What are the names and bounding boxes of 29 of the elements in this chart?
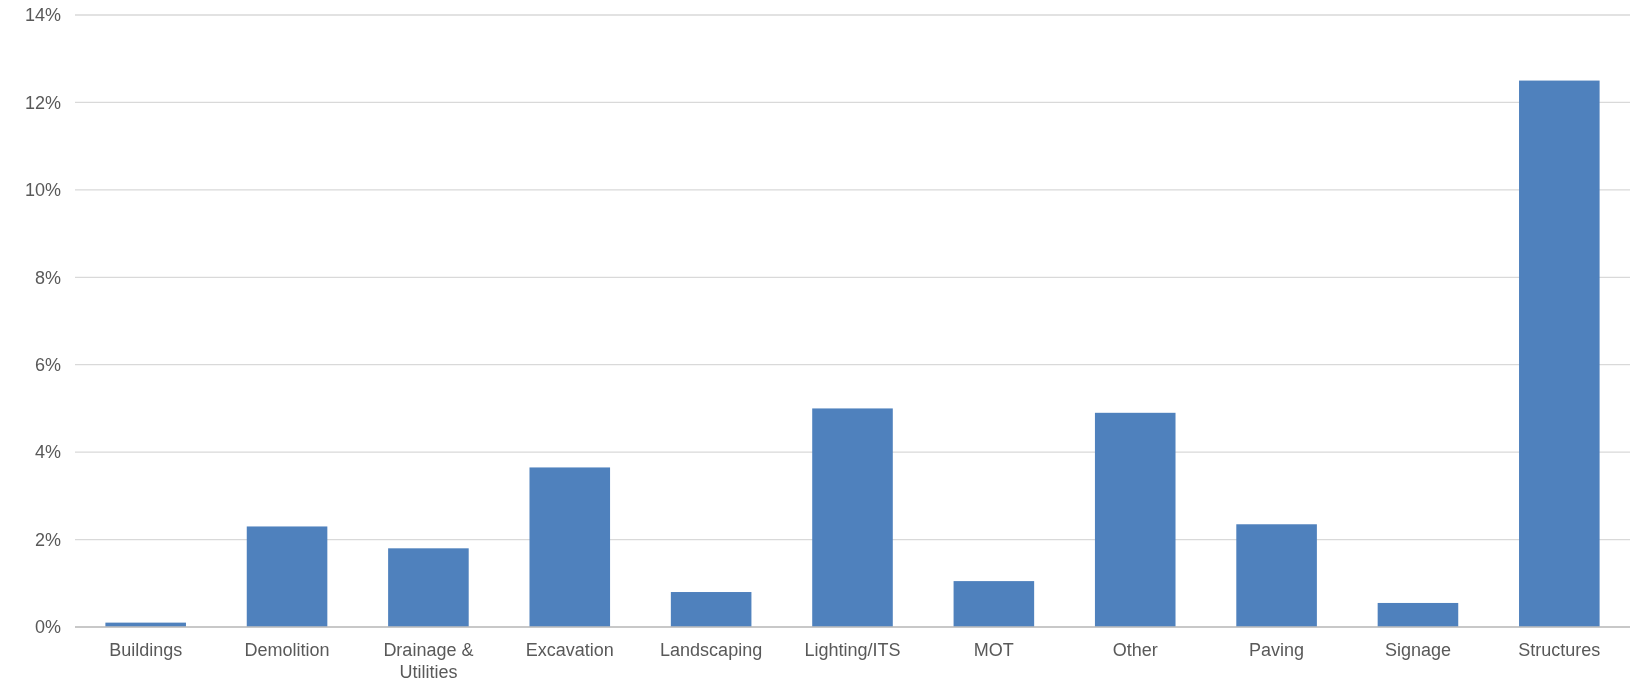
bar [1094, 412, 1176, 627]
y-tick-label: 10% [24, 180, 61, 201]
y-tick-label: 4% [34, 442, 61, 463]
y-tick-label: 12% [24, 92, 61, 113]
bar [1377, 602, 1459, 627]
x-tick-label: Other [1112, 640, 1158, 660]
y-tick-label: 6% [34, 355, 61, 376]
x-tick-label: Lighting/ITS [804, 640, 901, 660]
bar [246, 526, 328, 627]
bar [812, 408, 893, 627]
x-tick-label: Landscaping [660, 640, 763, 660]
x-tick-label: Structures [1518, 640, 1601, 660]
x-tick-label: Drainage & Utilities [383, 640, 474, 682]
y-tick-label: 14% [24, 5, 61, 26]
y-tick-label: 0% [34, 617, 61, 638]
y-tick-label: 8% [34, 267, 61, 288]
y-tick-label: 2% [34, 529, 61, 550]
bar [1519, 80, 1600, 627]
bar [953, 581, 1035, 627]
x-tick-label: Paving [1249, 640, 1305, 660]
bar [388, 548, 469, 627]
x-tick-label: MOT [973, 640, 1014, 660]
x-tick-label: Buildings [109, 640, 183, 660]
bar [1236, 524, 1317, 627]
x-tick-label: Excavation [525, 640, 614, 660]
x-tick-label: Demolition [244, 640, 330, 660]
bar [670, 592, 752, 627]
x-tick-label: Signage [1384, 640, 1451, 660]
bar [529, 467, 611, 627]
